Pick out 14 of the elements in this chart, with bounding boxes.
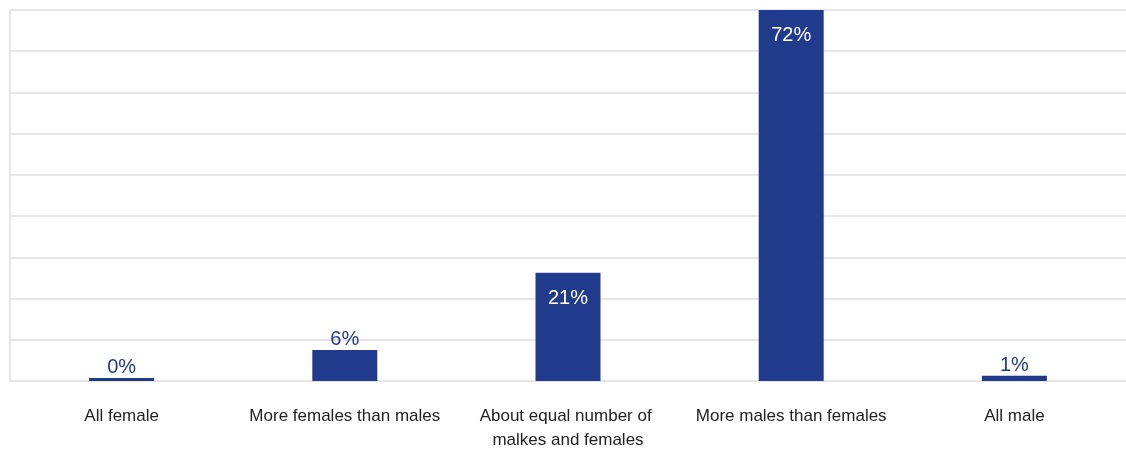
x-tick-label: More females than males <box>249 405 441 425</box>
bar <box>758 10 824 381</box>
x-tick-label: More males than females <box>695 405 887 425</box>
x-tick-label: About equal number of malkes and females <box>479 405 657 449</box>
data-label: 1% <box>999 352 1030 375</box>
data-label: 72% <box>771 23 812 45</box>
data-label: 6% <box>330 327 360 350</box>
x-tick-label: All male <box>984 405 1045 425</box>
bar <box>312 350 378 381</box>
bar <box>535 272 601 381</box>
data-label: 21% <box>547 285 589 308</box>
data-label: 0% <box>107 355 137 377</box>
bar <box>981 375 1047 381</box>
x-tick-label: All female <box>84 405 159 425</box>
